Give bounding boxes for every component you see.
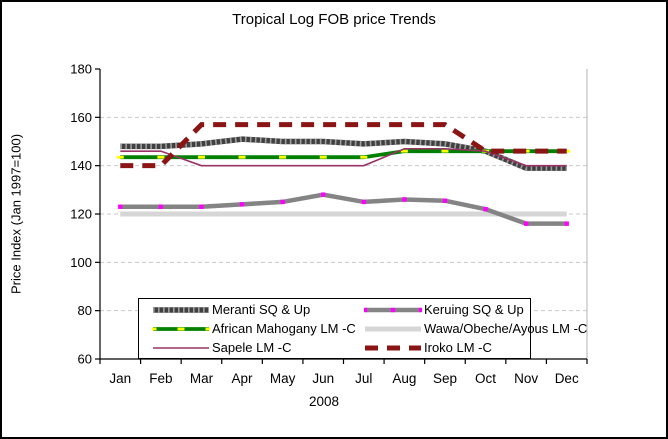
legend-item-wawa-obeche-ayous-lm-c: Wawa/Obeche/Ayous LM -C — [364, 320, 587, 338]
y-tick-label-100: 100 — [70, 255, 92, 270]
x-tick-label-sep: Sep — [433, 371, 457, 386]
y-tick-label-80: 80 — [78, 303, 92, 318]
x-tick-label-jun: Jun — [312, 371, 334, 386]
marker — [157, 155, 165, 159]
marker — [483, 206, 488, 212]
legend-label-wawa-obeche-ayous-lm-c: Wawa/Obeche/Ayous LM -C — [424, 321, 588, 336]
marker — [402, 197, 407, 202]
series-iroko-lm-c — [120, 122, 567, 169]
legend-label-sapele-lm-c: Sapele LM -C — [212, 340, 292, 355]
marker — [158, 204, 164, 209]
marker — [564, 221, 569, 226]
marker — [319, 155, 327, 159]
marker — [205, 327, 210, 330]
legend-swatch-african-mahogany-lm-c — [152, 326, 210, 331]
y-tick-label-140: 140 — [70, 158, 92, 173]
series-african-mahogany-lm-c-legend — [152, 326, 210, 331]
legend-swatch-meranti-sq-up — [153, 306, 209, 313]
legend-item-iroko-lm-c: Iroko LM -C — [364, 339, 587, 357]
legend-label-iroko-lm-c: Iroko LM -C — [424, 340, 492, 355]
legend-swatch-sapele-lm-c — [153, 346, 209, 349]
marker — [321, 192, 326, 197]
marker — [197, 155, 205, 159]
marker — [418, 307, 422, 312]
marker — [442, 198, 448, 203]
marker — [361, 199, 366, 205]
x-tick-label-dec: Dec — [555, 371, 579, 386]
x-axis-year-label: 2008 — [309, 394, 339, 409]
x-tick-label-apr: Apr — [232, 371, 254, 386]
marker — [523, 221, 529, 226]
marker — [441, 149, 449, 153]
x-tick-label-oct: Oct — [475, 371, 496, 386]
legend: Meranti SQ & Up Keruing SQ & Up African Ma… — [138, 298, 587, 359]
series-keruing-sq-up-legend — [364, 307, 422, 312]
y-tick-label-160: 160 — [70, 110, 92, 125]
x-tick-label-feb: Feb — [149, 371, 172, 386]
marker — [152, 327, 157, 330]
marker — [279, 155, 287, 159]
legend-swatch-wawa-obeche-ayous-lm-c — [365, 326, 421, 331]
legend-label-meranti-sq-up: Meranti SQ & Up — [212, 302, 311, 317]
chart-title: Tropical Log FOB price Trends — [232, 11, 436, 28]
marker — [239, 202, 245, 207]
marker — [118, 204, 123, 209]
marker — [199, 204, 204, 209]
legend-item-sapele-lm-c: Sapele LM -C — [152, 339, 364, 357]
marker — [116, 155, 124, 159]
legend-label-african-mahogany-lm-c: African Mahogany LM -C — [212, 321, 356, 336]
marker — [390, 307, 396, 312]
x-tick-label-aug: Aug — [392, 371, 416, 386]
y-tick-label-60: 60 — [78, 352, 92, 367]
y-tick-label-180: 180 — [70, 62, 92, 77]
legend-item-keruing-sq-up: Keruing SQ & Up — [364, 301, 587, 319]
marker — [360, 155, 368, 159]
x-tick-label-jan: Jan — [109, 371, 131, 386]
x-tick-label-mar: Mar — [190, 371, 214, 386]
legend-item-african-mahogany-lm-c: African Mahogany LM -C — [152, 320, 364, 338]
legend-swatch-keruing-sq-up — [364, 307, 422, 312]
y-tick-label-120: 120 — [70, 207, 92, 222]
x-tick-label-may: May — [270, 371, 296, 386]
legend-label-keruing-sq-up: Keruing SQ & Up — [424, 302, 524, 317]
marker — [238, 155, 246, 159]
marker — [364, 307, 368, 312]
series-keruing-sq-up — [118, 192, 569, 226]
x-tick-label-nov: Nov — [514, 371, 538, 386]
legend-swatch-iroko-lm-c — [365, 345, 421, 350]
marker — [177, 327, 185, 330]
marker — [280, 199, 285, 205]
marker — [400, 149, 408, 153]
x-tick-label-jul: Jul — [355, 371, 372, 386]
legend-item-meranti-sq-up: Meranti SQ & Up — [152, 301, 364, 319]
